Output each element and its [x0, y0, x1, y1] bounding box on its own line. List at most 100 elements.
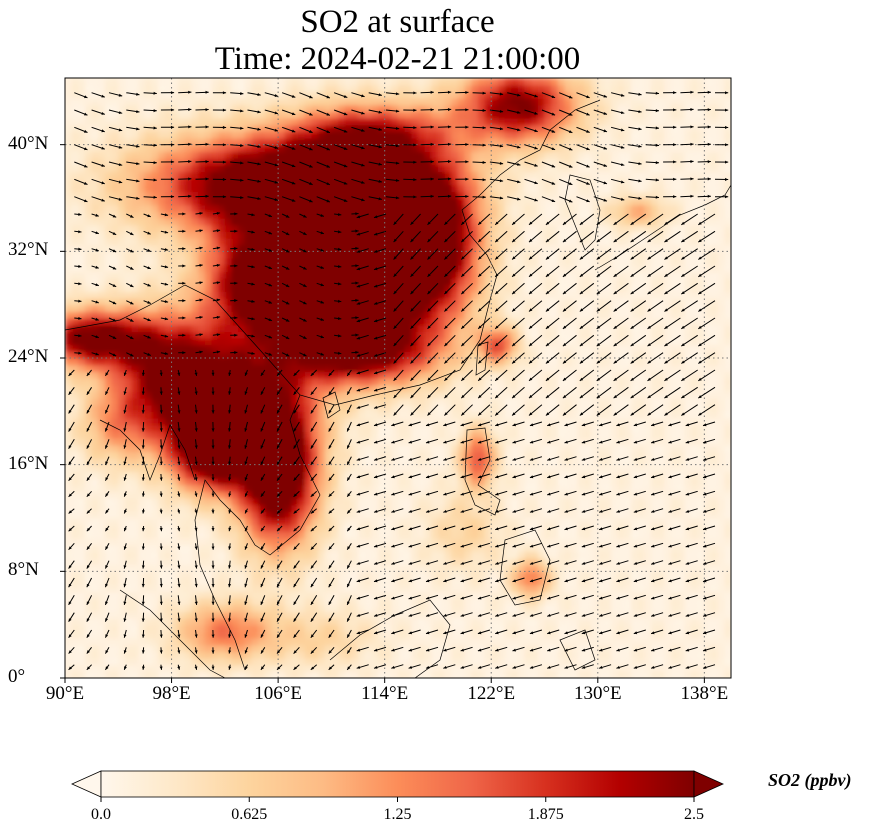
so2-cell — [537, 638, 546, 646]
so2-cell — [164, 331, 173, 339]
so2-cell — [178, 451, 186, 459]
so2-cell — [358, 644, 366, 652]
so2-cell — [358, 418, 366, 426]
so2-cell — [204, 364, 213, 372]
so2-cell — [304, 631, 313, 639]
so2-cell — [351, 584, 359, 592]
so2-cell — [644, 611, 652, 619]
so2-cell — [604, 538, 612, 546]
so2-cell — [631, 591, 639, 599]
so2-cell — [71, 344, 79, 352]
so2-cell — [444, 518, 452, 526]
so2-cell — [597, 511, 606, 519]
so2-cell — [231, 644, 239, 652]
so2-cell — [484, 624, 492, 632]
so2-cell — [151, 484, 159, 492]
so2-cell — [571, 531, 579, 539]
so2-cell — [238, 564, 246, 572]
so2-cell — [557, 518, 566, 526]
so2-cell — [631, 411, 639, 419]
so2-cell — [218, 658, 226, 666]
so2-cell — [591, 451, 599, 459]
so2-cell — [338, 364, 346, 372]
so2-cell — [544, 591, 552, 599]
so2-cell — [491, 458, 499, 466]
so2-cell — [517, 618, 526, 626]
so2-cell — [471, 518, 479, 526]
so2-cell — [411, 558, 419, 566]
so2-cell — [344, 518, 352, 526]
so2-cell — [204, 624, 213, 632]
so2-cell — [444, 331, 452, 339]
so2-cell — [284, 444, 293, 452]
so2-cell — [571, 451, 579, 459]
so2-cell — [251, 351, 259, 359]
so2-cell — [517, 551, 526, 559]
so2-cell — [338, 451, 346, 459]
so2-cell — [264, 604, 273, 612]
so2-cell — [264, 404, 273, 412]
so2-cell — [311, 544, 319, 552]
so2-cell — [318, 451, 326, 459]
so2-cell — [497, 544, 506, 552]
so2-cell — [411, 571, 419, 579]
so2-cell — [411, 358, 419, 366]
so2-cell — [491, 578, 499, 586]
so2-cell — [278, 398, 286, 406]
so2-cell — [131, 491, 139, 499]
so2-cell — [371, 571, 379, 579]
so2-cell — [318, 331, 326, 339]
so2-cell — [111, 404, 119, 412]
so2-cell — [657, 438, 665, 446]
so2-cell — [298, 564, 306, 572]
so2-cell — [664, 544, 672, 552]
so2-cell — [224, 358, 233, 366]
so2-cell — [71, 518, 79, 526]
so2-cell — [258, 504, 266, 512]
so2-cell — [651, 418, 659, 426]
so2-cell — [124, 364, 133, 372]
so2-cell — [724, 511, 731, 519]
so2-cell — [71, 484, 79, 492]
so2-cell — [344, 584, 352, 592]
so2-cell — [151, 618, 159, 626]
so2-cell — [431, 498, 439, 506]
so2-cell — [91, 458, 99, 466]
so2-cell — [284, 558, 293, 566]
so2-cell — [517, 478, 526, 486]
so2-cell — [684, 384, 692, 392]
so2-cell — [98, 451, 106, 459]
so2-cell — [224, 604, 233, 612]
so2-cell — [411, 631, 419, 639]
so2-cell — [684, 458, 692, 466]
so2-cell — [624, 431, 632, 439]
so2-cell — [124, 511, 133, 519]
so2-cell — [358, 338, 366, 346]
so2-cell — [238, 538, 246, 546]
so2-cell — [431, 491, 439, 499]
so2-cell — [531, 458, 539, 466]
so2-cell — [191, 378, 199, 386]
so2-cell — [251, 544, 259, 552]
so2-cell — [204, 524, 213, 532]
so2-cell — [711, 511, 719, 519]
so2-cell — [657, 578, 665, 586]
so2-cell — [557, 331, 566, 339]
so2-cell — [571, 544, 579, 552]
so2-cell — [91, 464, 99, 472]
so2-cell — [65, 491, 73, 499]
so2-cell — [298, 518, 306, 526]
so2-cell — [344, 404, 352, 412]
so2-cell — [717, 331, 725, 339]
so2-cell — [278, 658, 286, 666]
so2-cell — [338, 664, 346, 672]
so2-cell — [477, 638, 486, 646]
so2-cell — [278, 464, 286, 472]
so2-cell — [504, 571, 512, 579]
so2-cell — [138, 418, 146, 426]
so2-cell — [451, 611, 459, 619]
so2-cell — [444, 398, 452, 406]
so2-cell — [204, 384, 213, 392]
so2-cell — [278, 324, 286, 332]
so2-cell — [65, 471, 73, 479]
